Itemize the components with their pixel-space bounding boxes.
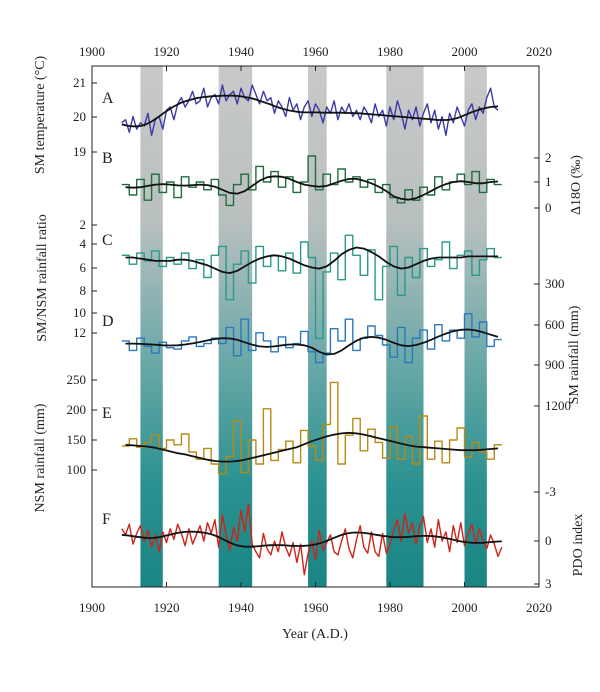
panel-c-y-tick-label: 6 xyxy=(80,260,87,275)
shaded-periods xyxy=(140,66,487,587)
panel-e-letter: E xyxy=(102,405,112,422)
panel-d-y-tick-label: 300 xyxy=(545,276,565,291)
shaded-period-5 xyxy=(464,66,487,587)
panel-f-y-tick-label: -3 xyxy=(545,484,556,499)
top-x-tick-label: 2020 xyxy=(526,44,552,59)
panel-e-y-tick-label: 150 xyxy=(67,432,87,447)
panel-b-y-tick-label: 2 xyxy=(545,150,552,165)
panel-e-y-tick-label: 200 xyxy=(67,402,87,417)
bottom-x-tick-label: 2020 xyxy=(526,600,552,615)
shaded-period-4 xyxy=(386,66,424,587)
panel-c-y-tick-label: 10 xyxy=(73,305,86,320)
panel-a-axis-label: SM temperature (°C) xyxy=(33,55,48,174)
x-axis-label: Year (A.D.) xyxy=(282,627,348,642)
panel-f-series-line xyxy=(121,503,503,576)
panel-d-letter: D xyxy=(102,313,114,330)
panel-b-y-tick-label: 1 xyxy=(545,174,552,189)
panel-c-letter: C xyxy=(102,232,113,249)
panel-b-series-line xyxy=(121,155,502,207)
bottom-x-tick-label: 1900 xyxy=(79,600,105,615)
panel-c-y-tick-label: 2 xyxy=(80,217,87,232)
shaded-period-3 xyxy=(308,66,327,587)
top-x-tick-label: 1940 xyxy=(228,44,254,59)
top-x-tick-label: 1960 xyxy=(303,44,329,59)
panel-c-y-tick-label: 4 xyxy=(80,236,87,251)
panel-f-y-tick-label: 0 xyxy=(545,533,552,548)
panel-e-y-tick-label: 100 xyxy=(67,462,87,477)
bottom-x-tick-label: 1980 xyxy=(377,600,403,615)
bottom-x-tick-label: 1920 xyxy=(154,600,180,615)
panel-e-y-tick-label: 250 xyxy=(67,372,87,387)
panel-c-smoothed-trend xyxy=(125,246,498,274)
panel-f-smoothed-trend xyxy=(121,530,502,548)
panel-a-y-tick-label: 21 xyxy=(73,75,86,90)
shaded-period-2 xyxy=(218,66,253,587)
panel-c-y-tick-label: 8 xyxy=(80,283,87,298)
panel-b-smoothed-trend xyxy=(125,175,499,201)
top-x-tick-label: 1900 xyxy=(79,44,105,59)
panel-a-y-tick-label: 20 xyxy=(73,109,86,124)
panel-e-smoothed-trend xyxy=(125,431,499,463)
panel-d-axis-label: SM rainfall (mm) xyxy=(567,305,582,404)
panel-e-series-line xyxy=(121,381,502,475)
bottom-x-tick-label: 1940 xyxy=(228,600,254,615)
panel-b-axis-label: Δ18O (‰) xyxy=(569,155,584,215)
panel-a: A 21 20 19 SM temperature (°C) xyxy=(33,55,499,174)
top-x-tick-label: 1920 xyxy=(154,44,180,59)
bottom-x-tick-label: 1960 xyxy=(303,600,329,615)
panel-f: F -3 0 3 PDO index xyxy=(102,484,586,591)
panel-d-y-tick-label: 600 xyxy=(545,317,565,332)
panel-c-axis-label: SM/NSM rainfall ratio xyxy=(35,214,50,342)
x-axes: 1900 1900 1920 1920 1940 1940 1960 1960 1980 1980… xyxy=(79,44,552,615)
bottom-x-tick-label: 2000 xyxy=(452,600,478,615)
panel-e-axis-label: NSM rainfall (mm) xyxy=(33,403,48,512)
shaded-period-1 xyxy=(140,66,163,587)
top-x-tick-label: 1980 xyxy=(377,44,403,59)
panel-f-letter: F xyxy=(102,511,111,528)
panel-a-smoothed-trend xyxy=(121,94,499,128)
panel-a-series-line xyxy=(121,84,499,137)
panel-d-smoothed-trend xyxy=(125,328,499,356)
top-x-tick-label: 2000 xyxy=(452,44,478,59)
panel-d-y-tick-label: 1200 xyxy=(545,398,571,413)
panel-c: C2 4 6 8 10 12 SM/NSM rainfall ratio xyxy=(35,214,502,342)
panel-b-y-tick-label: 0 xyxy=(545,200,552,215)
panel-f-y-tick-label: 3 xyxy=(545,576,552,591)
panel-b: B 2 1 0 Δ18O (‰) xyxy=(102,150,584,215)
panel-c-series-line xyxy=(121,234,502,340)
panel-f-axis-label: PDO index xyxy=(571,514,586,577)
panel-d-y-tick-label: 900 xyxy=(545,357,565,372)
panel-b-letter: B xyxy=(102,150,113,167)
panel-d-series-line xyxy=(121,313,502,364)
panel-c-y-tick-label: 12 xyxy=(73,325,86,340)
panel-a-y-tick-label: 19 xyxy=(73,144,86,159)
panel-e: E 250 200 150 100 NSM rainfall (mm) xyxy=(33,372,502,512)
panel-a-letter: A xyxy=(102,90,114,107)
